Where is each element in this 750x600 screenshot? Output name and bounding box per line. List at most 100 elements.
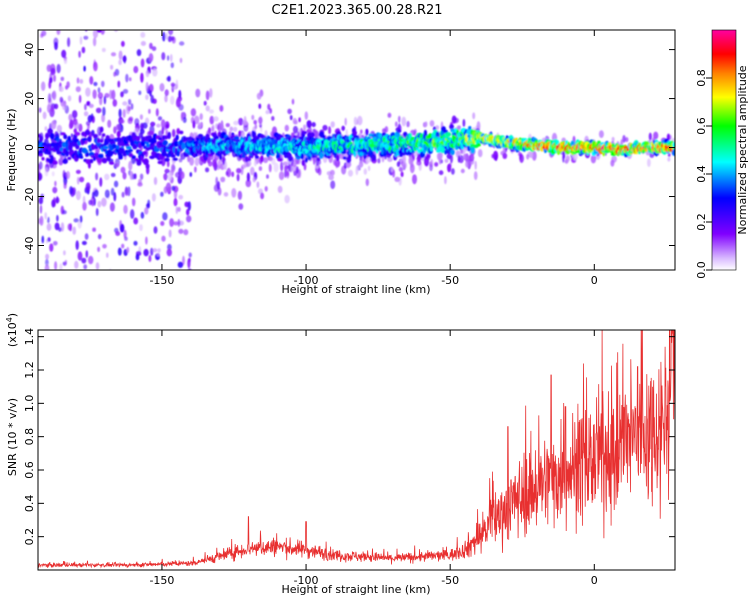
spectrogram-ridge-cell: [101, 133, 106, 137]
spectrogram-speckle: [145, 81, 149, 92]
spectrogram-speckle: [217, 159, 222, 169]
spectrogram-speckle: [519, 154, 524, 163]
spectrogram-speckle: [263, 157, 269, 164]
spectrogram-speckle: [59, 263, 63, 270]
spectrogram-speckle: [79, 79, 84, 84]
colorbar-tick-label: 0.4: [695, 165, 708, 183]
snr-y-label: SNR (10 * v/v): [6, 398, 19, 476]
spectrogram-speckle: [236, 173, 240, 182]
spectrogram-speckle: [330, 121, 335, 128]
spectrogram-speckle: [37, 285, 42, 293]
spectrogram-speckle: [101, 197, 107, 207]
spectrogram-speckle: [209, 115, 215, 125]
spectrogram-speckle: [328, 174, 334, 181]
spectrogram-ridge-cell: [99, 126, 104, 133]
spectrogram-speckle: [54, 222, 60, 231]
spectrogram-speckle: [70, 0, 75, 5]
spectrogram-speckle: [44, 212, 47, 220]
spectrogram-speckle: [84, 233, 89, 240]
spectrogram-speckle: [291, 162, 297, 168]
spectrogram-y-tick-label: 20: [23, 92, 36, 106]
spectrogram-speckle: [85, 87, 91, 97]
spectrogram-ridge-cell: [335, 154, 340, 162]
spectrogram-speckle: [451, 168, 455, 175]
spectrogram-ridge-cell: [147, 135, 153, 140]
spectrogram-speckle: [60, 155, 64, 161]
spectrogram-ridge-cell: [435, 131, 440, 137]
spectrogram-speckle: [104, 173, 110, 181]
spectrogram-speckle: [90, 113, 94, 121]
spectrogram-speckle: [387, 112, 392, 118]
spectrogram-ridge-cell: [39, 153, 43, 157]
snr-x-tick-label: -150: [149, 574, 174, 587]
spectrogram-speckle: [93, 61, 98, 72]
spectrogram-speckle: [138, 90, 142, 96]
spectrogram-speckle: [187, 258, 191, 269]
spectrogram-speckle: [58, 86, 64, 93]
spectrogram-speckle: [68, 113, 73, 122]
spectrogram-speckle: [54, 180, 57, 187]
spectrogram-ridge-cell: [246, 157, 252, 162]
spectrogram-speckle: [188, 252, 192, 258]
spectrogram-speckle: [83, 35, 89, 40]
spectrogram-speckle: [144, 207, 149, 215]
spectrogram-ridge-cell: [342, 156, 347, 160]
spectrogram-speckle: [95, 262, 100, 270]
spectrogram-ridge-cell: [371, 153, 377, 162]
spectrogram-speckle: [219, 105, 224, 112]
spectrogram-speckle: [157, 248, 161, 253]
spectrogram-ridge-cell: [176, 149, 180, 157]
spectrogram-speckle: [62, 261, 67, 266]
spectrogram-ridge-cell: [128, 149, 133, 152]
spectrogram-y-tick-label: -40: [23, 237, 36, 255]
spectrogram-speckle: [52, 286, 56, 293]
spectrogram-speckle: [355, 165, 359, 176]
spectrogram-speckle: [179, 57, 183, 64]
spectrogram-ridge-cell: [87, 136, 92, 143]
spectrogram-speckle: [178, 228, 184, 234]
spectrogram-speckle: [128, 116, 134, 122]
spectrogram-speckle: [102, 106, 106, 116]
spectrogram-speckle: [143, 248, 149, 257]
spectrogram-speckle: [161, 235, 166, 242]
spectrogram-speckle: [160, 221, 165, 226]
spectrogram-speckle: [130, 209, 135, 219]
spectrogram-speckle: [49, 77, 53, 84]
spectrogram-speckle: [187, 268, 192, 270]
spectrogram-speckle: [145, 94, 149, 100]
spectrogram-speckle: [99, 177, 103, 187]
spectrogram-ridge-cell: [161, 151, 167, 157]
spectrogram-speckle: [357, 115, 363, 126]
spectrogram-speckle: [139, 224, 143, 232]
spectrogram-speckle: [78, 304, 83, 311]
spectrogram-speckle: [69, 119, 74, 129]
spectrogram-speckle: [39, 204, 43, 214]
spectrogram-speckle: [164, 94, 168, 103]
snr-y-tick-label: 0.6: [23, 461, 36, 479]
spectrogram-ridge-cell: [131, 155, 136, 159]
spectrogram-speckle: [67, 95, 72, 102]
spectrogram-speckle: [77, 251, 83, 261]
snr-x-tick-label: -50: [441, 574, 459, 587]
spectrogram-speckle: [148, 53, 154, 62]
spectrogram-x-tick-label: -150: [149, 274, 174, 287]
spectrogram-speckle: [190, 108, 197, 117]
spectrogram-speckle: [392, 171, 395, 178]
spectrogram-speckle: [105, 10, 109, 17]
spectrogram-speckle: [312, 156, 316, 165]
spectrogram-speckle: [95, 148, 100, 154]
spectrogram-ridge-cell: [175, 134, 179, 141]
spectrogram-speckle: [50, 104, 54, 113]
spectrogram-speckle: [138, 132, 143, 139]
spectrogram-speckle: [88, 199, 93, 206]
spectrogram-speckle: [58, 227, 62, 232]
spectrogram-ridge-cell: [47, 146, 53, 152]
spectrogram-speckle: [133, 217, 139, 225]
spectrogram-ridge-cell: [74, 131, 81, 136]
spectrogram-speckle: [304, 111, 308, 120]
spectrogram-ridge-cell: [365, 128, 369, 136]
spectrogram-speckle: [54, 272, 59, 281]
spectrogram-speckle: [178, 194, 184, 200]
spectrogram-ridge-cell: [476, 143, 481, 147]
spectrogram-ridge-cell: [173, 140, 179, 147]
